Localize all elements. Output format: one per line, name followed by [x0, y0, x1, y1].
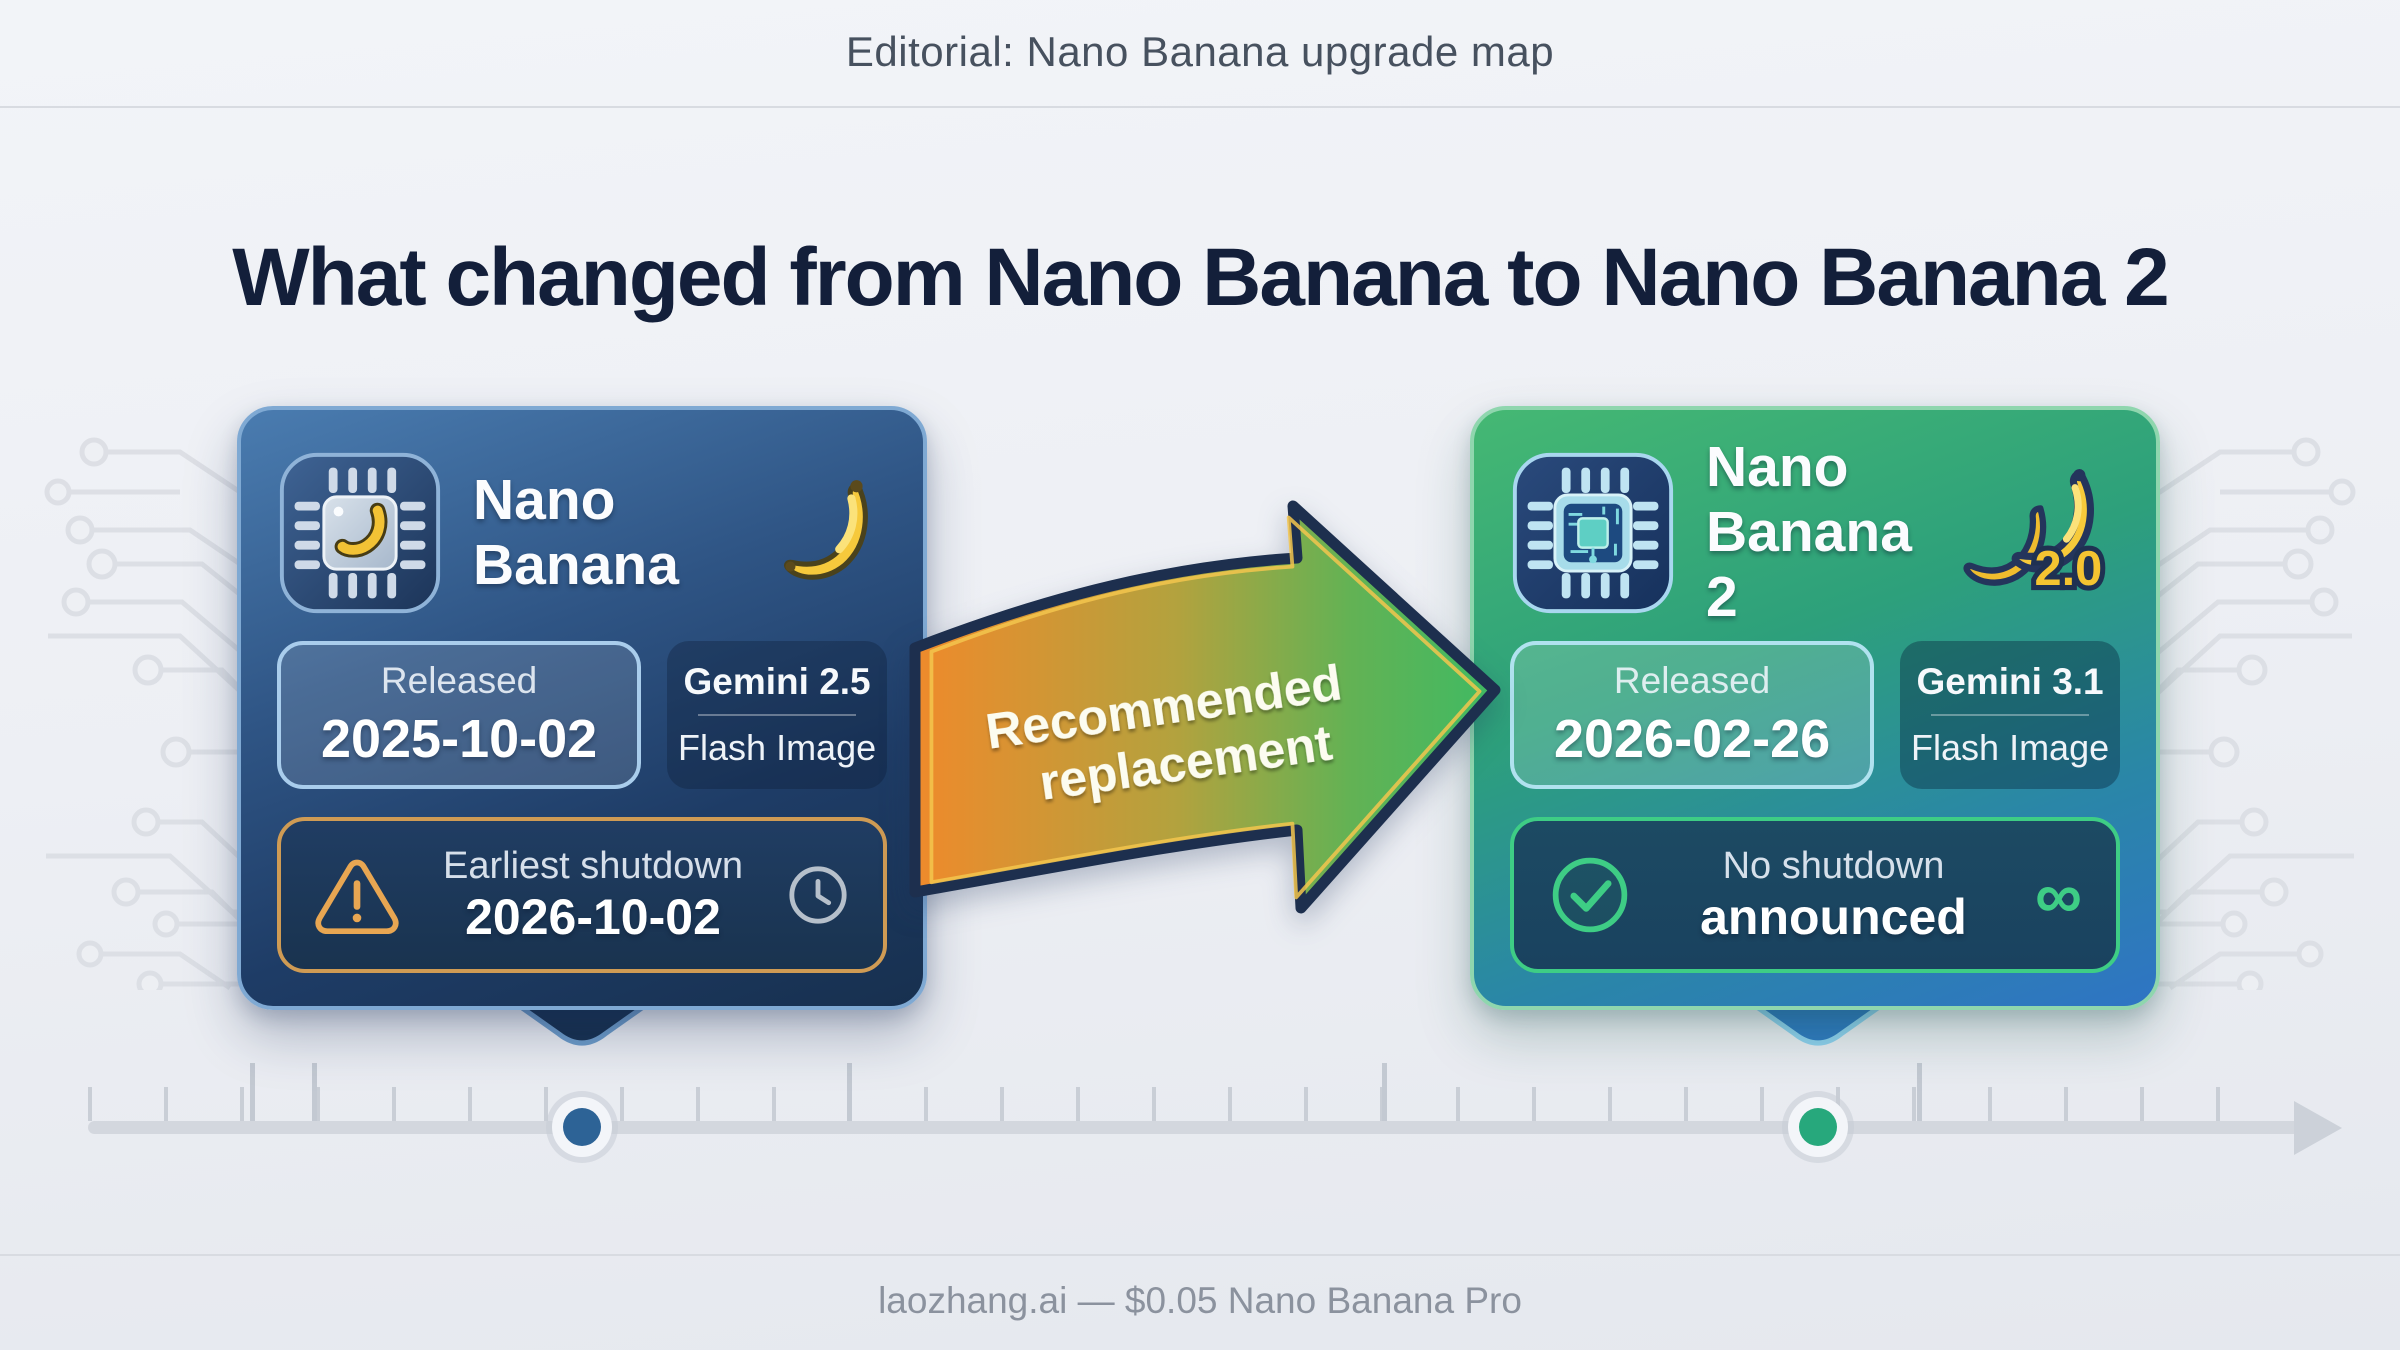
new-model-name: Nano Banana 2 — [1706, 435, 1932, 630]
old-card-header: Nano Banana — [277, 440, 887, 625]
timeline-bar — [88, 1121, 2302, 1134]
old-shutdown-date: 2026-10-02 — [465, 888, 721, 945]
old-engine-variant: Flash Image — [678, 727, 877, 768]
new-engine-variant: Flash Image — [1911, 727, 2110, 768]
old-model-card: Nano Banana Released 2025-10-02 Gemini 2… — [237, 406, 927, 1010]
banana-icon — [784, 479, 868, 580]
old-engine-box: Gemini 2.5 Flash Image — [667, 641, 887, 789]
new-card-header: Nano Banana 2 2.0 — [1510, 435, 2120, 629]
engine-divider — [1930, 714, 2090, 716]
old-card-pointer — [507, 1000, 657, 1046]
eyebrow-text: Editorial: Nano Banana upgrade map — [845, 28, 1555, 75]
old-chip-banana-icon — [279, 452, 441, 613]
banana-version-badge: 2.0 — [2035, 541, 2103, 595]
replacement-arrow: Recommended replacement — [909, 500, 1501, 914]
new-name-line2: Banana 2 — [1706, 500, 1912, 629]
old-released-box: Released 2025-10-02 — [277, 641, 642, 789]
new-card-pointer — [1743, 1000, 1893, 1046]
new-released-label: Released — [1613, 660, 1771, 701]
new-status-line1: No shutdown — [1722, 844, 1945, 887]
page-title: What changed from Nano Banana to Nano Ba… — [232, 231, 2169, 323]
timeline-major-ticks — [88, 1063, 2290, 1121]
old-shutdown-text: Earliest shutdown 2026-10-02 — [419, 845, 767, 946]
old-name-line2: Banana — [473, 532, 679, 597]
old-released-label: Released — [380, 660, 538, 701]
new-model-card: Nano Banana 2 2.0 Released 2026-02-26 — [1470, 406, 2160, 1010]
header-divider — [0, 106, 2400, 108]
engine-divider — [697, 714, 857, 716]
timeline-marker-new — [1799, 1108, 1837, 1146]
footer-divider — [0, 1254, 2400, 1256]
new-engine-box: Gemini 3.1 Flash Image — [1900, 641, 2120, 789]
footer-credit: laozhang.ai — $0.05 Nano Banana Pro — [878, 1280, 1522, 1321]
new-released-box: Released 2026-02-26 — [1510, 641, 1875, 789]
timeline-marker-old — [563, 1108, 601, 1146]
new-name-line1: Nano — [1706, 435, 1849, 500]
old-released-date: 2025-10-02 — [320, 709, 598, 769]
old-name-line1: Nano — [473, 467, 616, 532]
infinity-icon: ∞ — [2034, 858, 2082, 932]
new-released-date: 2026-02-26 — [1553, 709, 1831, 769]
old-card-mid-row: Released 2025-10-02 Gemini 2.5 Flash Ima… — [277, 641, 887, 789]
old-engine-name: Gemini 2.5 — [683, 661, 871, 702]
new-chip-icon — [1512, 452, 1674, 613]
new-status-line2: announced — [1700, 888, 1967, 945]
check-circle-icon — [1552, 857, 1628, 933]
new-card-mid-row: Released 2026-02-26 Gemini 3.1 Flash Ima… — [1510, 641, 2120, 789]
timeline-arrowhead-icon — [2294, 1101, 2342, 1155]
clock-icon — [789, 866, 847, 924]
new-engine-name: Gemini 3.1 — [1916, 661, 2104, 702]
warning-icon — [315, 859, 399, 934]
new-status-text: No shutdown announced — [1652, 845, 2015, 946]
old-shutdown-label: Earliest shutdown — [443, 844, 743, 887]
banana-2-icon: 2.0 — [1963, 468, 2107, 599]
new-status-box: No shutdown announced ∞ — [1510, 817, 2120, 973]
old-model-name: Nano Banana — [473, 468, 679, 598]
old-shutdown-box: Earliest shutdown 2026-10-02 — [277, 817, 887, 973]
